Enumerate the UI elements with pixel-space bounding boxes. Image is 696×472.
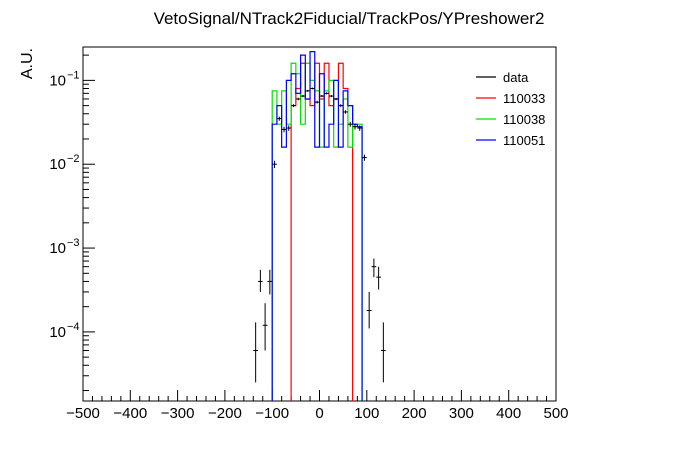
data-point	[352, 124, 358, 130]
data-point	[262, 303, 268, 351]
y-axis-label: A.U.	[19, 48, 36, 79]
x-tick-label: 400	[496, 405, 521, 422]
y-tick-label: 10	[49, 324, 66, 341]
x-tick-label: 200	[402, 405, 427, 422]
legend-label: 110038	[503, 112, 545, 127]
histogram-series	[271, 51, 363, 401]
data-point	[300, 94, 306, 98]
data-point	[286, 125, 292, 131]
data-point	[376, 266, 381, 290]
x-axis: −500 −400 −300 −200 −100 0 100 200 300 400 500	[66, 390, 569, 422]
legend-label: 110051	[503, 133, 545, 148]
data-point	[305, 89, 311, 92]
data-point	[328, 94, 334, 98]
x-tick-label: −300	[161, 405, 195, 422]
data-point	[253, 322, 259, 383]
data-point	[272, 160, 277, 169]
x-tick-label: −100	[255, 405, 289, 422]
x-tick-label: −400	[113, 405, 147, 422]
data-point	[319, 94, 325, 98]
data-point	[357, 125, 363, 131]
data-points	[253, 87, 386, 383]
legend-label: 110033	[503, 91, 545, 106]
y-tick-exponent: −1	[67, 69, 80, 81]
x-tick-label: 500	[543, 405, 568, 422]
y-tick-exponent: −3	[67, 237, 80, 249]
x-tick-label: 100	[354, 405, 379, 422]
y-tick-label: 10	[49, 156, 66, 173]
legend: data 110033 110038 110051	[476, 70, 545, 148]
y-tick-exponent: −4	[67, 321, 80, 333]
data-point	[281, 126, 287, 133]
data-point	[338, 104, 344, 108]
x-tick-label: 300	[449, 405, 474, 422]
x-tick-label: −200	[208, 405, 242, 422]
data-point	[362, 154, 367, 161]
data-point	[258, 269, 263, 292]
data-point	[314, 100, 320, 104]
y-tick-label: 10	[49, 72, 66, 89]
data-point	[343, 110, 348, 114]
legend-item: 110038	[476, 112, 545, 127]
histogram-110038	[271, 62, 363, 401]
chart-title: VetoSignal/NTrack2Fiducial/TrackPos/YPre…	[154, 9, 545, 28]
data-point	[324, 92, 329, 95]
data-point	[366, 291, 372, 329]
data-point	[333, 97, 339, 101]
data-point	[267, 269, 273, 295]
data-point	[380, 322, 386, 383]
data-point	[291, 104, 296, 108]
data-point	[295, 97, 301, 101]
y-tick-label: 10	[49, 240, 66, 257]
x-tick-label: 0	[315, 405, 323, 422]
data-point	[371, 258, 377, 278]
data-point	[347, 121, 353, 127]
histogram-110051	[271, 51, 363, 401]
data-point	[276, 116, 282, 121]
y-axis: 10−410−310−210−1	[49, 54, 95, 392]
legend-item: data	[476, 70, 529, 85]
x-tick-label: −500	[66, 405, 100, 422]
legend-label: data	[503, 70, 529, 85]
data-point	[310, 87, 315, 90]
legend-item: 110051	[476, 133, 545, 148]
legend-item: 110033	[476, 91, 545, 106]
y-tick-exponent: −2	[67, 153, 80, 165]
